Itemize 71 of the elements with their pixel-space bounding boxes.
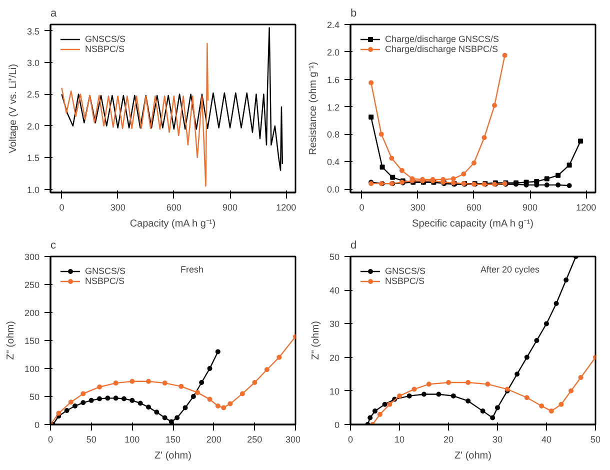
legend-label: Charge/discharge GNSCS/S <box>385 34 500 44</box>
x-tick-label: 300 <box>285 434 301 444</box>
legend-label: GNSCS/S <box>85 266 126 276</box>
y-tick-label: 200 <box>24 308 40 318</box>
x-axis-title: Specific capacity (mA h g⁻¹) <box>412 218 534 230</box>
x-tick-label: 600 <box>466 202 482 212</box>
x-tick-label: 200 <box>206 434 222 444</box>
y-tick-label: 50 <box>329 252 340 262</box>
x-tick-label: 900 <box>222 202 238 212</box>
y-tick-label: 30 <box>329 319 340 330</box>
y-tick-label: 2.0 <box>26 121 40 132</box>
x-tick-label: 600 <box>166 202 182 212</box>
legend-label: GNSCS/S <box>85 34 126 44</box>
x-tick-label: 0 <box>348 434 354 444</box>
x-tick-label: 1200 <box>576 202 596 212</box>
x-tick-label: 20 <box>443 434 454 444</box>
x-tick-label: 0 <box>59 202 64 212</box>
x-tick-label: 250 <box>247 434 262 444</box>
x-axis-title: Capacity (mA h g⁻¹) <box>130 218 216 230</box>
legend-label: NSBPC/S <box>385 276 425 286</box>
x-tick-label: 100 <box>124 434 140 444</box>
legend-label: NSBPC/S <box>85 44 125 54</box>
y-tick-label: 0 <box>334 420 340 430</box>
y-tick-label: 100 <box>24 364 40 374</box>
legend-label: GNSCS/S <box>385 266 426 276</box>
y-tick-label: 40 <box>329 286 340 296</box>
y-tick-label: 50 <box>29 392 40 402</box>
annotation: Fresh <box>180 264 204 274</box>
x-tick-label: 0 <box>359 202 364 212</box>
chart-title: b <box>350 8 357 20</box>
y-tick-label: 0 <box>34 420 40 430</box>
y-tick-label: 0.0 <box>326 184 340 195</box>
x-tick-label: 900 <box>522 202 538 212</box>
x-tick-label: 1200 <box>276 202 296 212</box>
legend-label: Charge/discharge NSBPC/S <box>385 44 498 54</box>
y-axis-title: Z'' (ohm) <box>310 321 322 360</box>
y-tick-label: 20 <box>329 352 340 363</box>
y-tick-label: 150 <box>24 336 40 346</box>
x-tick-label: 0 <box>48 434 54 444</box>
y-tick-label: 2.4 <box>326 20 340 30</box>
x-tick-label: 50 <box>590 434 601 444</box>
x-tick-label: 40 <box>541 434 552 444</box>
y-tick-label: 1.5 <box>26 153 40 164</box>
x-tick-label: 30 <box>492 434 503 444</box>
x-tick-label: 300 <box>410 202 426 212</box>
y-tick-label: 250 <box>24 280 40 290</box>
chart-title: a <box>50 8 58 20</box>
annotation: After 20 cycles <box>480 264 540 274</box>
y-tick-label: 300 <box>24 252 40 262</box>
y-tick-label: 2.5 <box>26 90 40 100</box>
y-axis-title: Resistance (ohm g⁻¹) <box>308 62 319 156</box>
y-tick-label: 1.2 <box>326 102 340 112</box>
y-tick-label: 3.0 <box>26 58 40 68</box>
chart-title: c <box>50 240 56 252</box>
y-tick-label: 3.5 <box>26 26 40 36</box>
x-tick-label: 10 <box>394 434 405 444</box>
x-axis-title: Z' (ohm) <box>454 450 492 462</box>
y-tick-label: 0.8 <box>326 130 340 140</box>
y-tick-label: 10 <box>329 386 340 396</box>
y-tick-label: 2.0 <box>326 47 340 58</box>
y-tick-label: 1.6 <box>326 74 340 85</box>
x-axis-title: Z' (ohm) <box>154 450 192 462</box>
y-tick-label: 1.0 <box>26 184 40 195</box>
legend-label: NSBPC/S <box>85 276 125 286</box>
y-axis-title: Voltage (V vs. Li⁺/Li) <box>8 64 19 154</box>
y-tick-label: 0.4 <box>326 157 340 168</box>
x-tick-label: 50 <box>86 434 96 444</box>
y-axis-title: Z'' (ohm) <box>5 321 16 360</box>
x-tick-label: 150 <box>165 434 181 444</box>
chart-title: d <box>350 240 357 252</box>
x-tick-label: 300 <box>110 202 126 212</box>
